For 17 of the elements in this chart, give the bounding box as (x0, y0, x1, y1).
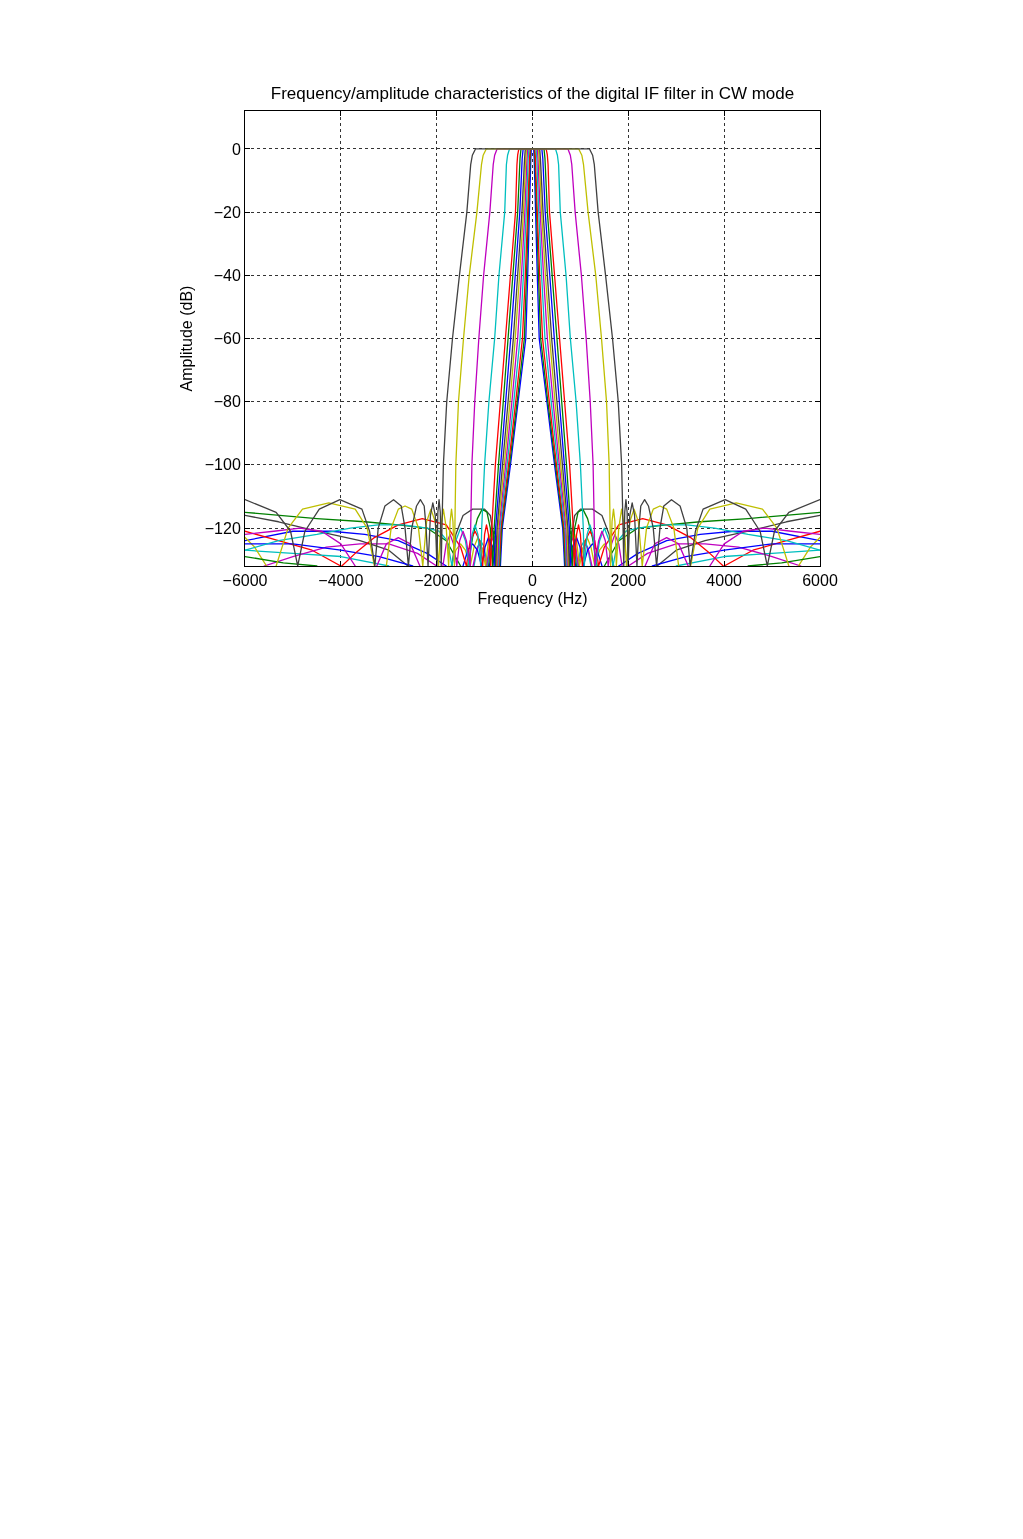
x-tick-label: −4000 (318, 572, 364, 590)
x-axis-title: Frequency (Hz) (477, 589, 588, 607)
x-tick-label: −6000 (222, 572, 268, 590)
x-tick-label: 0 (528, 572, 538, 590)
y-tick-label: 0 (231, 140, 241, 158)
y-tick-label: −80 (213, 393, 241, 411)
y-tick-label: −60 (213, 330, 241, 348)
x-tick-label: −2000 (414, 572, 460, 590)
y-tick-label: −100 (204, 456, 241, 474)
y-axis-title: Amplitude (dB) (177, 285, 195, 392)
x-tick-label: 2000 (610, 572, 647, 590)
y-tick-label: −120 (204, 519, 241, 537)
y-tick-label: −40 (213, 266, 241, 284)
x-tick-label: 6000 (802, 572, 838, 590)
x-tick-label: 4000 (706, 572, 743, 590)
chart-title: Frequency/amplitude characteristics of the digital IF filter in CW mode (270, 83, 795, 103)
y-tick-label: −20 (213, 203, 241, 221)
